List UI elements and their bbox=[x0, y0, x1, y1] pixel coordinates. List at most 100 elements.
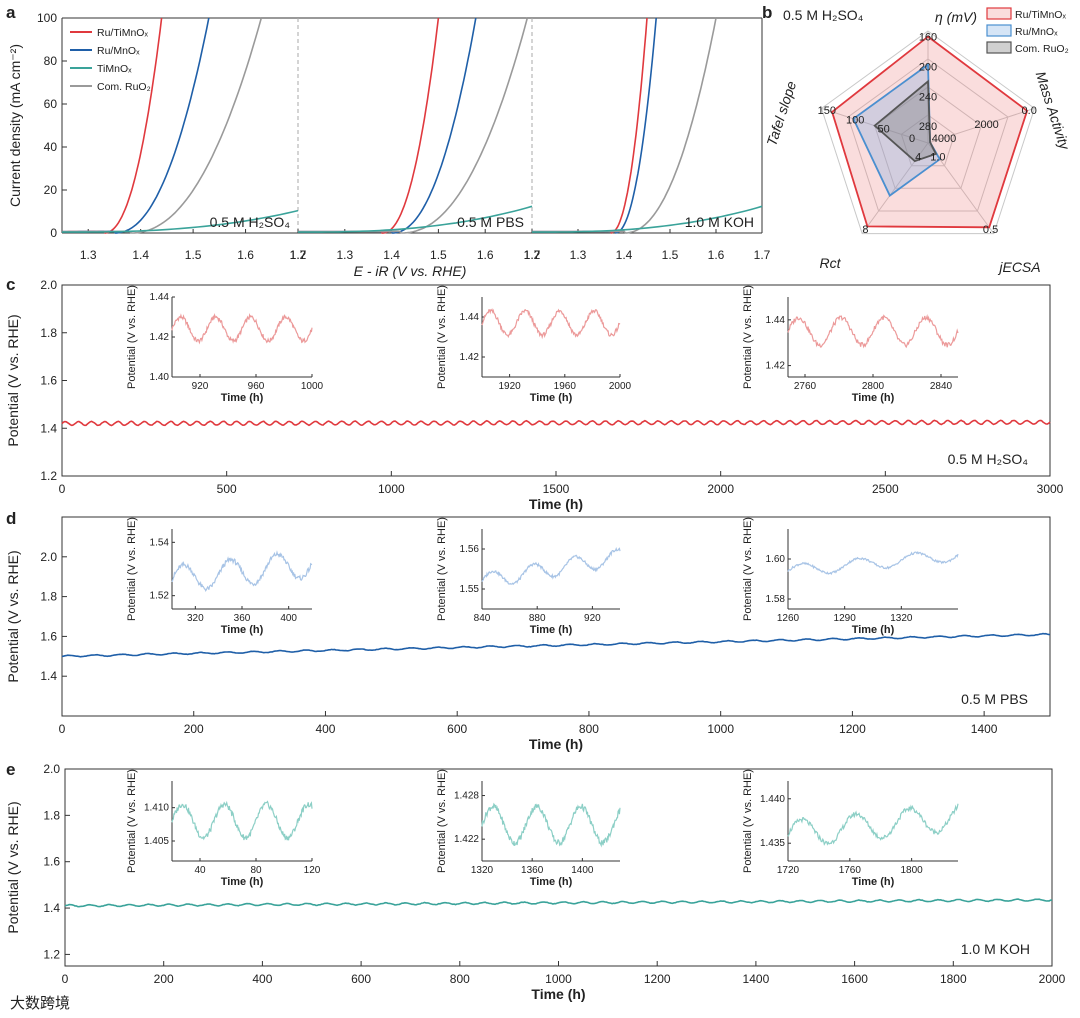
legend-label: Com. RuO₂ bbox=[97, 81, 151, 93]
inset: 1260 1290 1320 1.58 1.60 Time (h) Potential (V… bbox=[742, 517, 959, 636]
lsv-curve bbox=[532, 17, 648, 234]
inset-x-tick-label: 80 bbox=[250, 865, 262, 876]
x-tick-label: 1000 bbox=[545, 972, 572, 986]
y-tick-label: 40 bbox=[44, 140, 58, 154]
inset-y-tick-label: 1.58 bbox=[766, 594, 786, 605]
y-tick-label: 1.2 bbox=[40, 469, 57, 483]
inset-trace bbox=[171, 550, 313, 593]
electrolyte-label: 0.5 M PBS bbox=[961, 691, 1028, 707]
x-tick-label: 800 bbox=[579, 722, 599, 736]
inset-x-tick-label: 120 bbox=[304, 865, 321, 876]
lsv-curve bbox=[298, 17, 440, 234]
panel-label: a bbox=[6, 3, 16, 22]
inset-x-title: Time (h) bbox=[852, 624, 895, 636]
panel-b: b 0.5 M H₂SO₄ 160 200 240 280 0.0 2000 4000 0.5 1.… bbox=[762, 3, 1073, 275]
inset-x-tick-label: 2000 bbox=[609, 381, 632, 392]
legend-label: Ru/TiMnOₓ bbox=[97, 27, 148, 39]
x-tick-label: 2000 bbox=[707, 482, 734, 496]
inset-trace bbox=[171, 800, 313, 841]
radar-title: 0.5 M H₂SO₄ bbox=[783, 7, 864, 23]
radar-tick-label: 8 bbox=[862, 224, 868, 236]
inset-y-title: Potential (V vs. RHE) bbox=[436, 769, 448, 873]
legend-swatch bbox=[986, 24, 1012, 37]
inset-x-title: Time (h) bbox=[530, 876, 573, 888]
x-tick-label: 1.4 bbox=[616, 248, 633, 262]
radar-axis-name: Tafel slope bbox=[763, 79, 799, 148]
inset-x-tick-label: 2800 bbox=[862, 381, 885, 392]
x-tick-label: 1200 bbox=[644, 972, 671, 986]
legend-label: Ru/MnOₓ bbox=[1015, 26, 1058, 38]
lsv-curve bbox=[532, 17, 717, 234]
lsv-curve bbox=[532, 205, 763, 233]
inset-trace bbox=[481, 308, 621, 340]
panel-label: e bbox=[6, 760, 15, 779]
inset-y-tick-label: 1.55 bbox=[460, 584, 480, 595]
inset-x-title: Time (h) bbox=[221, 392, 264, 404]
x-tick-label: 1.7 bbox=[524, 248, 541, 262]
lsv-curve bbox=[298, 205, 533, 233]
inset-y-title: Potential (V vs. RHE) bbox=[436, 285, 448, 389]
x-tick-label: 1.2 bbox=[290, 248, 307, 262]
inset-y-title: Potential (V vs. RHE) bbox=[126, 517, 138, 621]
inset-y-tick-label: 1.422 bbox=[454, 834, 479, 845]
panel-label: b bbox=[762, 3, 772, 22]
y-axis-title: Potential (V vs. RHE) bbox=[5, 314, 21, 446]
inset-x-title: Time (h) bbox=[221, 624, 264, 636]
inset-y-tick-label: 1.40 bbox=[150, 372, 170, 383]
inset-y-tick-label: 1.44 bbox=[460, 312, 480, 323]
plot-frame bbox=[61, 516, 1051, 717]
inset-x-tick-label: 1760 bbox=[839, 865, 862, 876]
inset-x-tick-label: 2760 bbox=[794, 381, 817, 392]
y-axis-title: Current density (mA cm⁻²) bbox=[7, 44, 23, 207]
x-axis-title: Time (h) bbox=[531, 986, 585, 1002]
radar-grid bbox=[820, 30, 1036, 235]
radar-axis-name: Rct bbox=[820, 255, 842, 271]
radar-spoke bbox=[927, 107, 1035, 144]
inset-y-tick-label: 1.60 bbox=[766, 554, 786, 565]
y-tick-label: 100 bbox=[37, 11, 57, 25]
x-tick-label: 1.7 bbox=[754, 248, 771, 262]
radar-tick-label: 4000 bbox=[932, 133, 956, 145]
electrolyte-label: 1.0 M KOH bbox=[961, 941, 1030, 957]
y-tick-label: 2.0 bbox=[40, 550, 57, 564]
radar-grid bbox=[900, 114, 956, 167]
x-tick-label: 0 bbox=[59, 722, 66, 736]
x-tick-label: 1.7 bbox=[290, 248, 307, 262]
inset-x-tick-label: 320 bbox=[187, 613, 204, 624]
inset-x-title: Time (h) bbox=[530, 624, 573, 636]
inset-x-tick-label: 400 bbox=[280, 613, 297, 624]
y-tick-label: 1.6 bbox=[40, 374, 57, 388]
x-tick-label: 1.5 bbox=[185, 248, 202, 262]
inset: 2760 2800 2840 1.42 1.44 Time (h) Potential (V… bbox=[742, 285, 959, 404]
inset-y-tick-label: 1.56 bbox=[460, 544, 480, 555]
legend-swatch bbox=[986, 41, 1012, 54]
inset-x-title: Time (h) bbox=[852, 392, 895, 404]
x-axis-title: Time (h) bbox=[529, 736, 583, 752]
inset-x-tick-label: 960 bbox=[248, 381, 265, 392]
x-tick-label: 400 bbox=[315, 722, 335, 736]
x-tick-label: 1.5 bbox=[662, 248, 679, 262]
radar-tick-label: 50 bbox=[877, 124, 889, 136]
y-tick-label: 1.2 bbox=[43, 947, 60, 961]
panel-d: d 0 200 400 600 800 1000 1200 1400 1.4 1.6 1.8 2.0 Ti… bbox=[5, 509, 1051, 752]
y-tick-label: 20 bbox=[44, 183, 58, 197]
radar-tick-label: 4 bbox=[915, 152, 921, 164]
inset-y-tick-label: 1.405 bbox=[144, 836, 169, 847]
inset-x-tick-label: 1260 bbox=[777, 613, 800, 624]
inset-x-tick-label: 1920 bbox=[498, 381, 521, 392]
x-tick-label: 1.4 bbox=[132, 248, 149, 262]
y-tick-label: 1.8 bbox=[40, 326, 57, 340]
panel-a: a 0 20 40 60 80 100 Current density (mA cm⁻²) 1.… bbox=[6, 3, 771, 279]
x-tick-label: 600 bbox=[447, 722, 467, 736]
x-tick-label: 1400 bbox=[971, 722, 998, 736]
inset-y-title: Potential (V vs. RHE) bbox=[126, 769, 138, 873]
inset-x-tick-label: 1290 bbox=[834, 613, 857, 624]
inset-x-tick-label: 840 bbox=[474, 613, 491, 624]
lsv-curve bbox=[298, 17, 529, 234]
inset-x-tick-label: 360 bbox=[234, 613, 251, 624]
inset-y-title: Potential (V vs. RHE) bbox=[742, 517, 754, 621]
legend-label: Ru/TiMnOₓ bbox=[1015, 9, 1066, 21]
inset-x-tick-label: 1720 bbox=[777, 865, 800, 876]
x-tick-label: 1.3 bbox=[80, 248, 97, 262]
